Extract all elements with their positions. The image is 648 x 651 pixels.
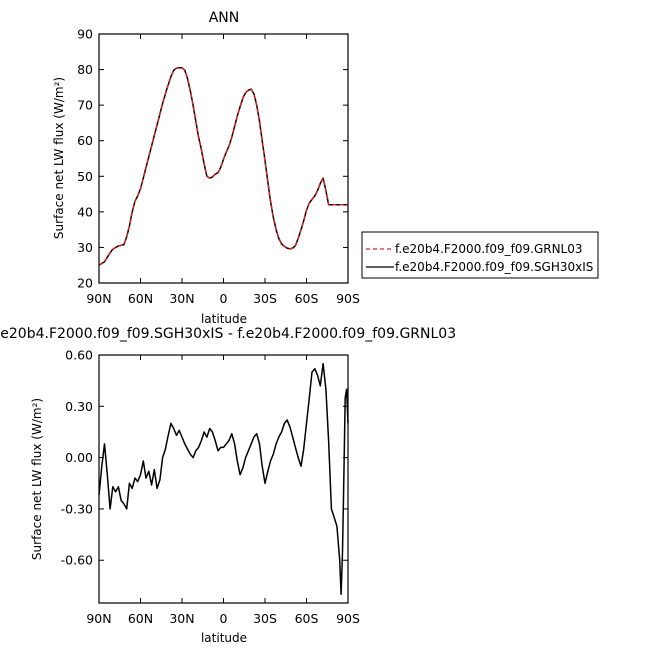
top-ytick-label: 80 [77, 62, 93, 77]
top-series-line-1 [98, 67, 348, 266]
top-xtick-label: 30N [169, 291, 194, 306]
bottom-xtick-label: 60S [295, 611, 319, 626]
top-ytick-label: 20 [77, 276, 93, 291]
bottom-ytick-label: -0.30 [61, 501, 93, 516]
bottom-ytick-label: 0.60 [65, 348, 93, 363]
legend-box [361, 231, 599, 279]
bottom-xtick-label: 90N [86, 611, 111, 626]
top-xtick-label: 90S [336, 291, 360, 306]
top-ytick-label: 30 [77, 240, 93, 255]
top-ylabel: Surface net LW flux (W/m²) [52, 77, 66, 239]
bottom-xlabel: latitude [201, 631, 247, 645]
top-series-group [98, 67, 348, 266]
top-ytick-label: 50 [77, 169, 93, 184]
bottom-xtick-label: 0 [220, 611, 228, 626]
top-ytick-label: 60 [77, 133, 93, 148]
bottom-ytick-label: 0.30 [65, 399, 93, 414]
legend: f.e20b4.F2000.f09_f09.GRNL03 f.e20b4.F20… [361, 231, 599, 279]
legend-label-grnl03: f.e20b4.F2000.f09_f09.GRNL03 [395, 242, 583, 256]
bottom-panel: f.e20b4.F2000.f09_f09.SGH30xIS - f.e20b4… [0, 326, 456, 645]
top-ytick-label: 70 [77, 98, 93, 113]
bottom-title: f.e20b4.F2000.f09_f09.SGH30xIS - f.e20b4… [0, 326, 456, 342]
bottom-plot-frame [98, 354, 349, 604]
bottom-ytick-label: -0.60 [61, 553, 93, 568]
top-xtick-label: 60S [295, 291, 319, 306]
top-ytick-label: 90 [77, 27, 93, 42]
bottom-series-line-0 [98, 362, 349, 596]
bottom-xtick-label: 90S [336, 611, 360, 626]
bottom-xtick-label: 30N [169, 611, 194, 626]
top-series-line-0 [98, 67, 348, 266]
top-plot-frame [98, 33, 349, 284]
top-xtick-label: 0 [220, 291, 228, 306]
top-xtick-label: 60N [128, 291, 153, 306]
legend-label-sgh30xis: f.e20b4.F2000.f09_f09.SGH30xIS [395, 260, 593, 274]
bottom-xtick-label: 30S [253, 611, 277, 626]
bottom-ytick-label: 0.00 [65, 450, 93, 465]
bottom-ylabel: Surface net LW flux (W/m²) [30, 398, 44, 560]
top-ytick-label: 40 [77, 204, 93, 219]
top-panel: ANN 90N 60N 30N 0 30S 60S 90S2030405060708090 … [52, 10, 360, 326]
top-title: ANN [209, 10, 240, 26]
bottom-series-group [98, 362, 349, 596]
bottom-axes: 90N 60N 30N 0 30S 60S 90S 0.60 0.30 0.00 -0.30 -0.6… [61, 348, 360, 627]
bottom-xtick-label: 60N [128, 611, 153, 626]
top-xtick-label: 30S [253, 291, 277, 306]
top-axes: 90N 60N 30N 0 30S 60S 90S 20 30 40 50 60 70 80 90 [77, 27, 360, 307]
top-xlabel: latitude [201, 312, 247, 326]
top-xtick-label: 90N [86, 291, 111, 306]
